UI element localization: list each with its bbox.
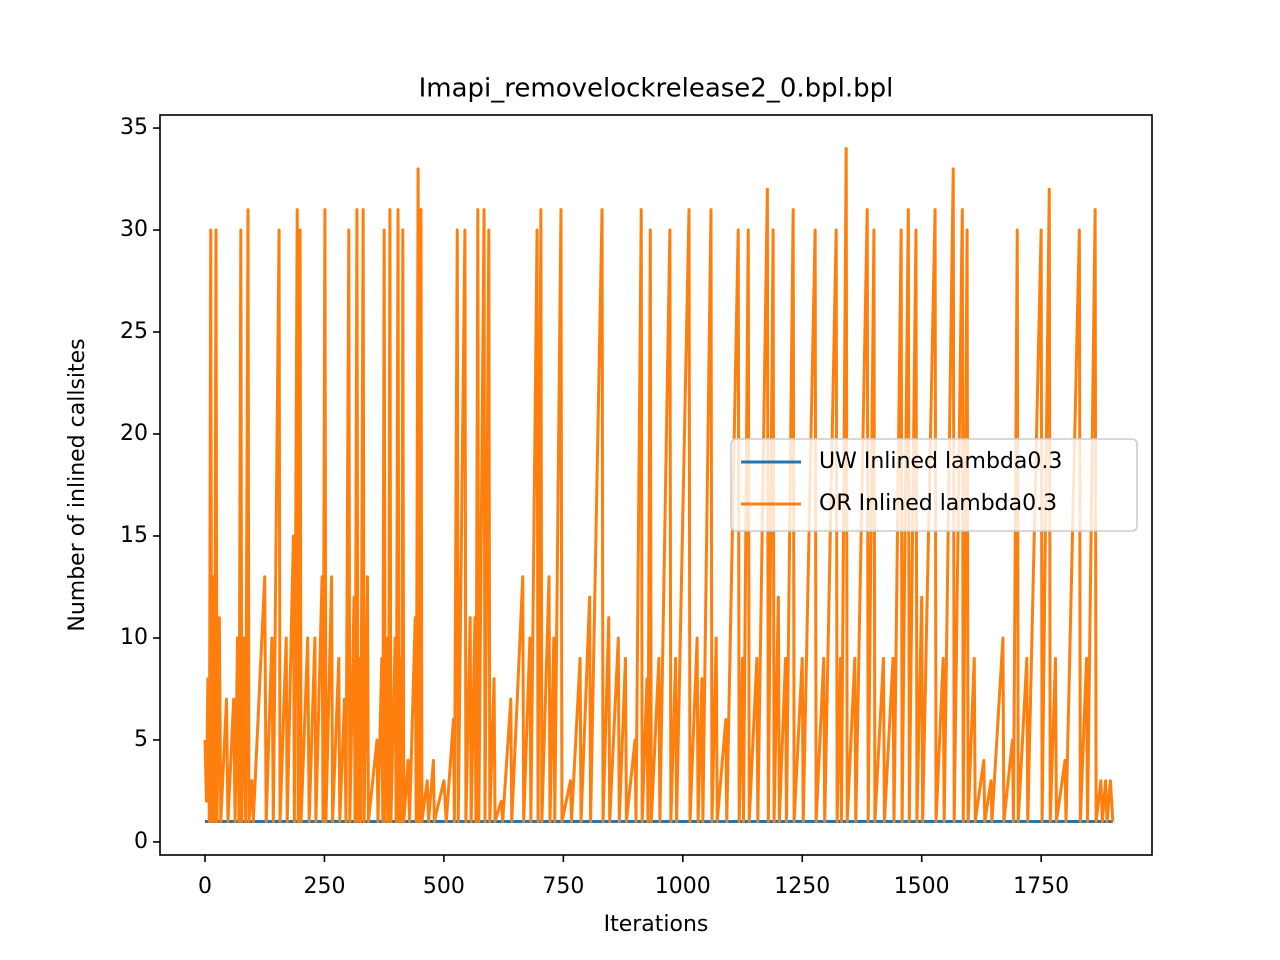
legend-label: OR Inlined lambda0.3	[819, 491, 1057, 516]
chart-title: Imapi_removelockrelease2_0.bpl.bpl	[419, 74, 894, 104]
y-tick-label: 5	[134, 727, 148, 752]
legend-box	[730, 438, 1138, 532]
x-tick-label: 1250	[774, 874, 830, 899]
y-tick-label: 15	[120, 523, 148, 548]
y-tick-label: 35	[120, 115, 148, 140]
y-tick-label: 0	[134, 829, 148, 854]
y-tick-label: 20	[120, 421, 148, 446]
x-tick-label: 750	[542, 874, 584, 899]
y-tick-label: 10	[120, 625, 148, 650]
x-tick-label: 1000	[655, 874, 711, 899]
x-tick-label: 0	[198, 874, 212, 899]
y-tick-label: 25	[120, 319, 148, 344]
line-series	[203, 146, 1115, 824]
y-axis-label: Number of inlined callsites	[65, 338, 90, 631]
x-tick-label: 500	[423, 874, 465, 899]
y-tick-label: 30	[120, 217, 148, 242]
plot-frame	[159, 114, 1153, 856]
x-tick-label: 1500	[894, 874, 950, 899]
x-tick-label: 250	[303, 874, 345, 899]
legend-label: UW Inlined lambda0.3	[819, 449, 1062, 474]
x-axis-label: Iterations	[604, 912, 709, 937]
x-tick-label: 1750	[1013, 874, 1069, 899]
